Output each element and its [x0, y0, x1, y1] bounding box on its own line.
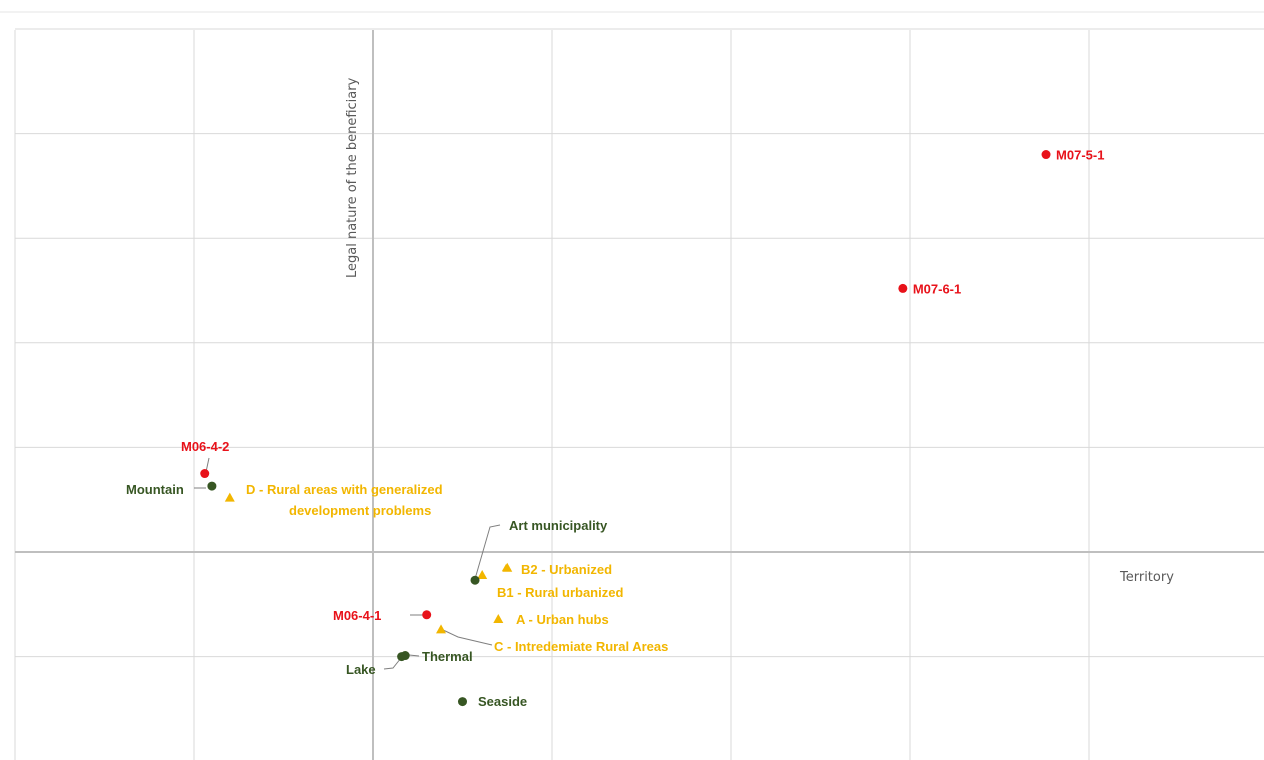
label-marker-triangle: [502, 564, 510, 571]
data-label: C - Intredemiate Rural Areas: [494, 639, 668, 654]
data-label: Art municipality: [509, 518, 608, 533]
data-points: [200, 150, 1051, 707]
data-label: B1 - Rural urbanized: [497, 585, 623, 600]
axes: [15, 30, 1264, 760]
x-axis-title: Territory: [1119, 570, 1174, 585]
data-label: Lake: [346, 662, 376, 677]
data-point-circle: [470, 575, 480, 585]
data-label: Thermal: [422, 649, 473, 664]
y-axis-title: Legal nature of the beneficiary: [345, 77, 360, 278]
data-point-circle: [898, 283, 908, 293]
leader-line: [440, 628, 493, 646]
data-point-circle: [422, 610, 432, 620]
leader-line: [383, 657, 402, 670]
data-point-triangle: [477, 570, 488, 580]
data-point-circle: [207, 481, 217, 491]
leader-lines: [194, 457, 501, 670]
data-label: Seaside: [478, 694, 527, 709]
data-label: A - Urban hubs: [516, 612, 609, 627]
data-point-triangle: [436, 624, 447, 634]
data-point-triangle: [224, 492, 235, 502]
data-label: M07-5-1: [1056, 148, 1104, 163]
label-marker-triangle: [495, 616, 503, 623]
data-label: Mountain: [126, 482, 184, 497]
data-label-line2: development problems: [289, 503, 431, 518]
data-label: D - Rural areas with generalized: [246, 482, 443, 497]
data-point-circle: [397, 652, 407, 662]
leader-line: [474, 524, 501, 580]
data-point-circle: [458, 697, 467, 707]
data-label: M07-6-1: [913, 281, 961, 296]
data-point-circle: [200, 469, 210, 479]
data-labels: M07-5-1 M07-6-1 M06-4-2 M06-4-1 D - Rural ar…: [126, 148, 1104, 709]
data-label: M06-4-2: [181, 439, 229, 454]
data-label: M06-4-1: [333, 608, 381, 623]
gridlines: [0, 11, 1264, 760]
data-label: B2 - Urbanized: [521, 562, 612, 577]
leader-line: [408, 654, 420, 657]
data-point-circle: [1041, 150, 1051, 160]
